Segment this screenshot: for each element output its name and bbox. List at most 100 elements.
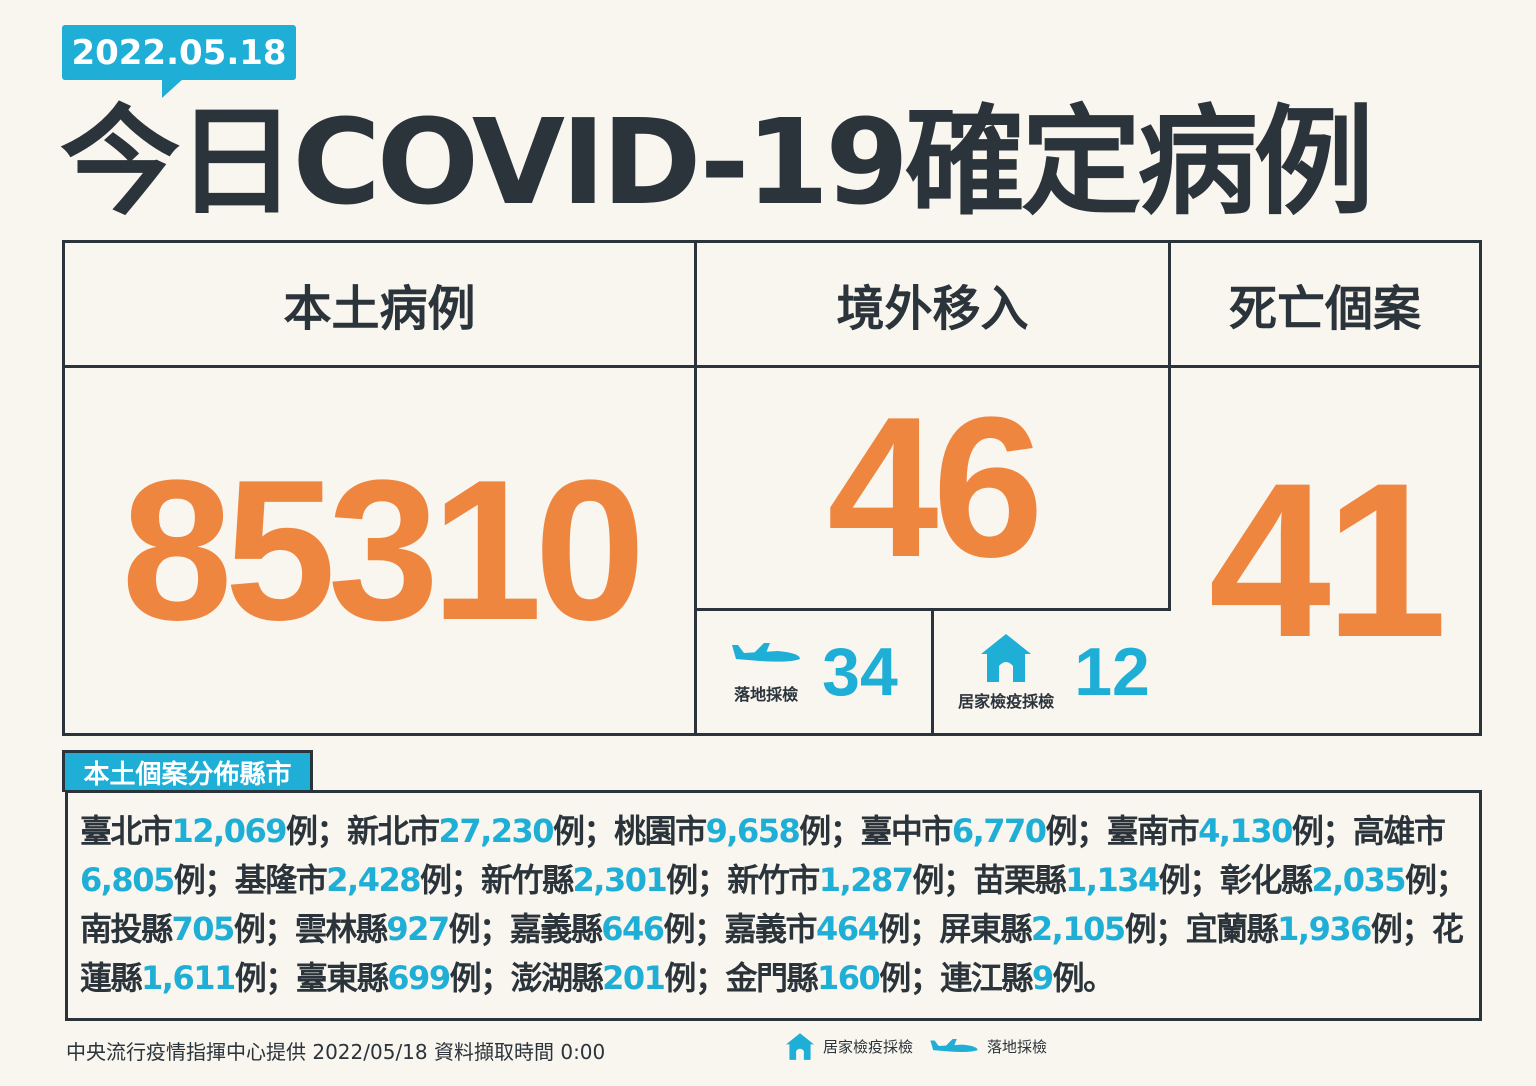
city-entry: 臺東縣699例；	[295, 959, 512, 997]
unit: 例	[878, 910, 910, 948]
city-entry: 屏東縣2,105例；	[939, 910, 1187, 948]
unit: 例	[1052, 959, 1085, 997]
city-name: 金門縣	[725, 959, 818, 997]
unit: 例	[1124, 910, 1157, 948]
unit: 例	[1291, 812, 1324, 850]
city-entry: 新北市27,230例；	[347, 812, 616, 850]
separator: ；	[316, 812, 349, 850]
city-count: 12,069	[171, 812, 288, 850]
separator: ；	[694, 910, 726, 948]
source-note: 中央流行疫情指揮中心提供 2022/05/18 資料擷取時間 0:00	[66, 1040, 606, 1064]
separator: ；	[1076, 812, 1108, 850]
city-name: 臺北市	[80, 812, 173, 850]
city-count: 646	[601, 910, 665, 948]
city-distribution: 臺北市12,069例；新北市27,230例；桃園市9,658例；臺中市6,770…	[65, 790, 1482, 1021]
imported-count: 46	[697, 368, 1171, 611]
city-count: 464	[816, 910, 880, 948]
legend: 居家檢疫採檢 落地採檢	[785, 1032, 1047, 1060]
local-count: 85310	[65, 368, 697, 733]
unit: 例	[286, 812, 318, 850]
airport-count: 34	[822, 634, 898, 710]
city-entry: 宜蘭縣1,936例；	[1186, 910, 1434, 948]
page-title: 今日COVID-19確定病例	[60, 93, 1374, 231]
city-name: 花蓮縣	[80, 910, 1464, 997]
unit: 例	[448, 910, 481, 948]
city-count: 927	[386, 910, 450, 948]
unit: 例	[1370, 910, 1403, 948]
imported-header: 境外移入	[697, 243, 1171, 368]
city-entry: 嘉義縣646例；	[509, 910, 726, 948]
separator: ；	[265, 959, 297, 997]
separator: ；	[1435, 861, 1468, 899]
city-entry: 桃園市9,658例；	[614, 812, 862, 850]
city-count: 6,770	[951, 812, 1047, 850]
city-entry: 嘉義市464例；	[725, 910, 941, 948]
city-entry: 新竹縣2,301例；	[481, 861, 729, 899]
unit: 例	[879, 959, 911, 997]
city-count: 1,134	[1065, 861, 1160, 899]
city-entry: 新竹市1,287例；	[727, 861, 975, 899]
city-count: 6,805	[80, 861, 175, 899]
city-count: 2,105	[1030, 910, 1126, 948]
city-count: 699	[387, 959, 451, 997]
deaths-header: 死亡個案	[1171, 243, 1479, 368]
unit: 例	[799, 812, 831, 850]
house-icon	[981, 634, 1032, 682]
airplane-icon	[732, 643, 801, 662]
city-name: 臺中市	[860, 812, 953, 850]
city-entry: 澎湖縣201例；	[510, 959, 727, 997]
quarantine-label: 居家檢疫採檢	[958, 692, 1055, 711]
quarantine-test: 居家檢疫採檢 12	[937, 611, 1171, 733]
unit: 例	[553, 812, 585, 850]
separator: ；	[480, 959, 512, 997]
city-count: 1,287	[818, 861, 914, 899]
city-name: 嘉義縣	[509, 910, 603, 948]
city-count: 2,428	[326, 861, 421, 899]
house-icon	[786, 1033, 814, 1060]
city-count: 2,035	[1311, 861, 1406, 899]
city-entry: 臺中市6,770例；	[860, 812, 1108, 850]
city-count: 1,611	[141, 959, 236, 997]
legend-airport: 落地採檢	[987, 1037, 1048, 1056]
city-name: 苗栗縣	[973, 861, 1067, 899]
city-entry: 高雄市6,805例；	[80, 812, 1446, 899]
separator: ；	[264, 910, 296, 948]
city-name: 基隆市	[234, 861, 328, 899]
separator: ；	[696, 861, 729, 899]
separator: ；	[694, 959, 727, 997]
legend-quarantine: 居家檢疫採檢	[823, 1037, 914, 1056]
unit: 例	[663, 910, 696, 948]
unit: 例	[233, 910, 266, 948]
city-count: 201	[602, 959, 666, 997]
city-name: 屏東縣	[939, 910, 1032, 948]
city-count: 1,936	[1277, 910, 1372, 948]
city-name: 高雄市	[1352, 812, 1446, 850]
separator: ；	[829, 812, 862, 850]
city-entry: 臺北市12,069例；	[80, 812, 349, 850]
unit: 例	[419, 861, 452, 899]
unit: 例	[664, 959, 696, 997]
unit: 例	[449, 959, 482, 997]
unit: 例	[912, 861, 945, 899]
airport-test: 落地採檢 34	[697, 611, 934, 733]
city-count: 2,301	[572, 861, 668, 899]
city-name: 新竹縣	[481, 861, 574, 899]
city-count: 27,230	[438, 812, 555, 850]
local-header: 本土病例	[65, 243, 697, 368]
distribution-label: 本土個案分佈縣市	[62, 750, 313, 792]
separator: ；	[1322, 812, 1354, 850]
separator: ；	[583, 812, 616, 850]
city-count: 9,658	[705, 812, 801, 850]
city-name: 連江縣	[940, 959, 1033, 997]
city-name: 澎湖縣	[510, 959, 604, 997]
city-name: 臺東縣	[295, 959, 389, 997]
date-badge: 2022.05.18	[62, 25, 296, 98]
separator: 。	[1083, 959, 1115, 997]
city-name: 新竹市	[727, 861, 820, 899]
separator: ；	[1155, 910, 1187, 948]
unit: 例	[1045, 812, 1078, 850]
separator: ；	[450, 861, 483, 899]
separator: ；	[1401, 910, 1433, 948]
unit: 例	[173, 861, 206, 899]
city-name: 桃園市	[614, 812, 707, 850]
